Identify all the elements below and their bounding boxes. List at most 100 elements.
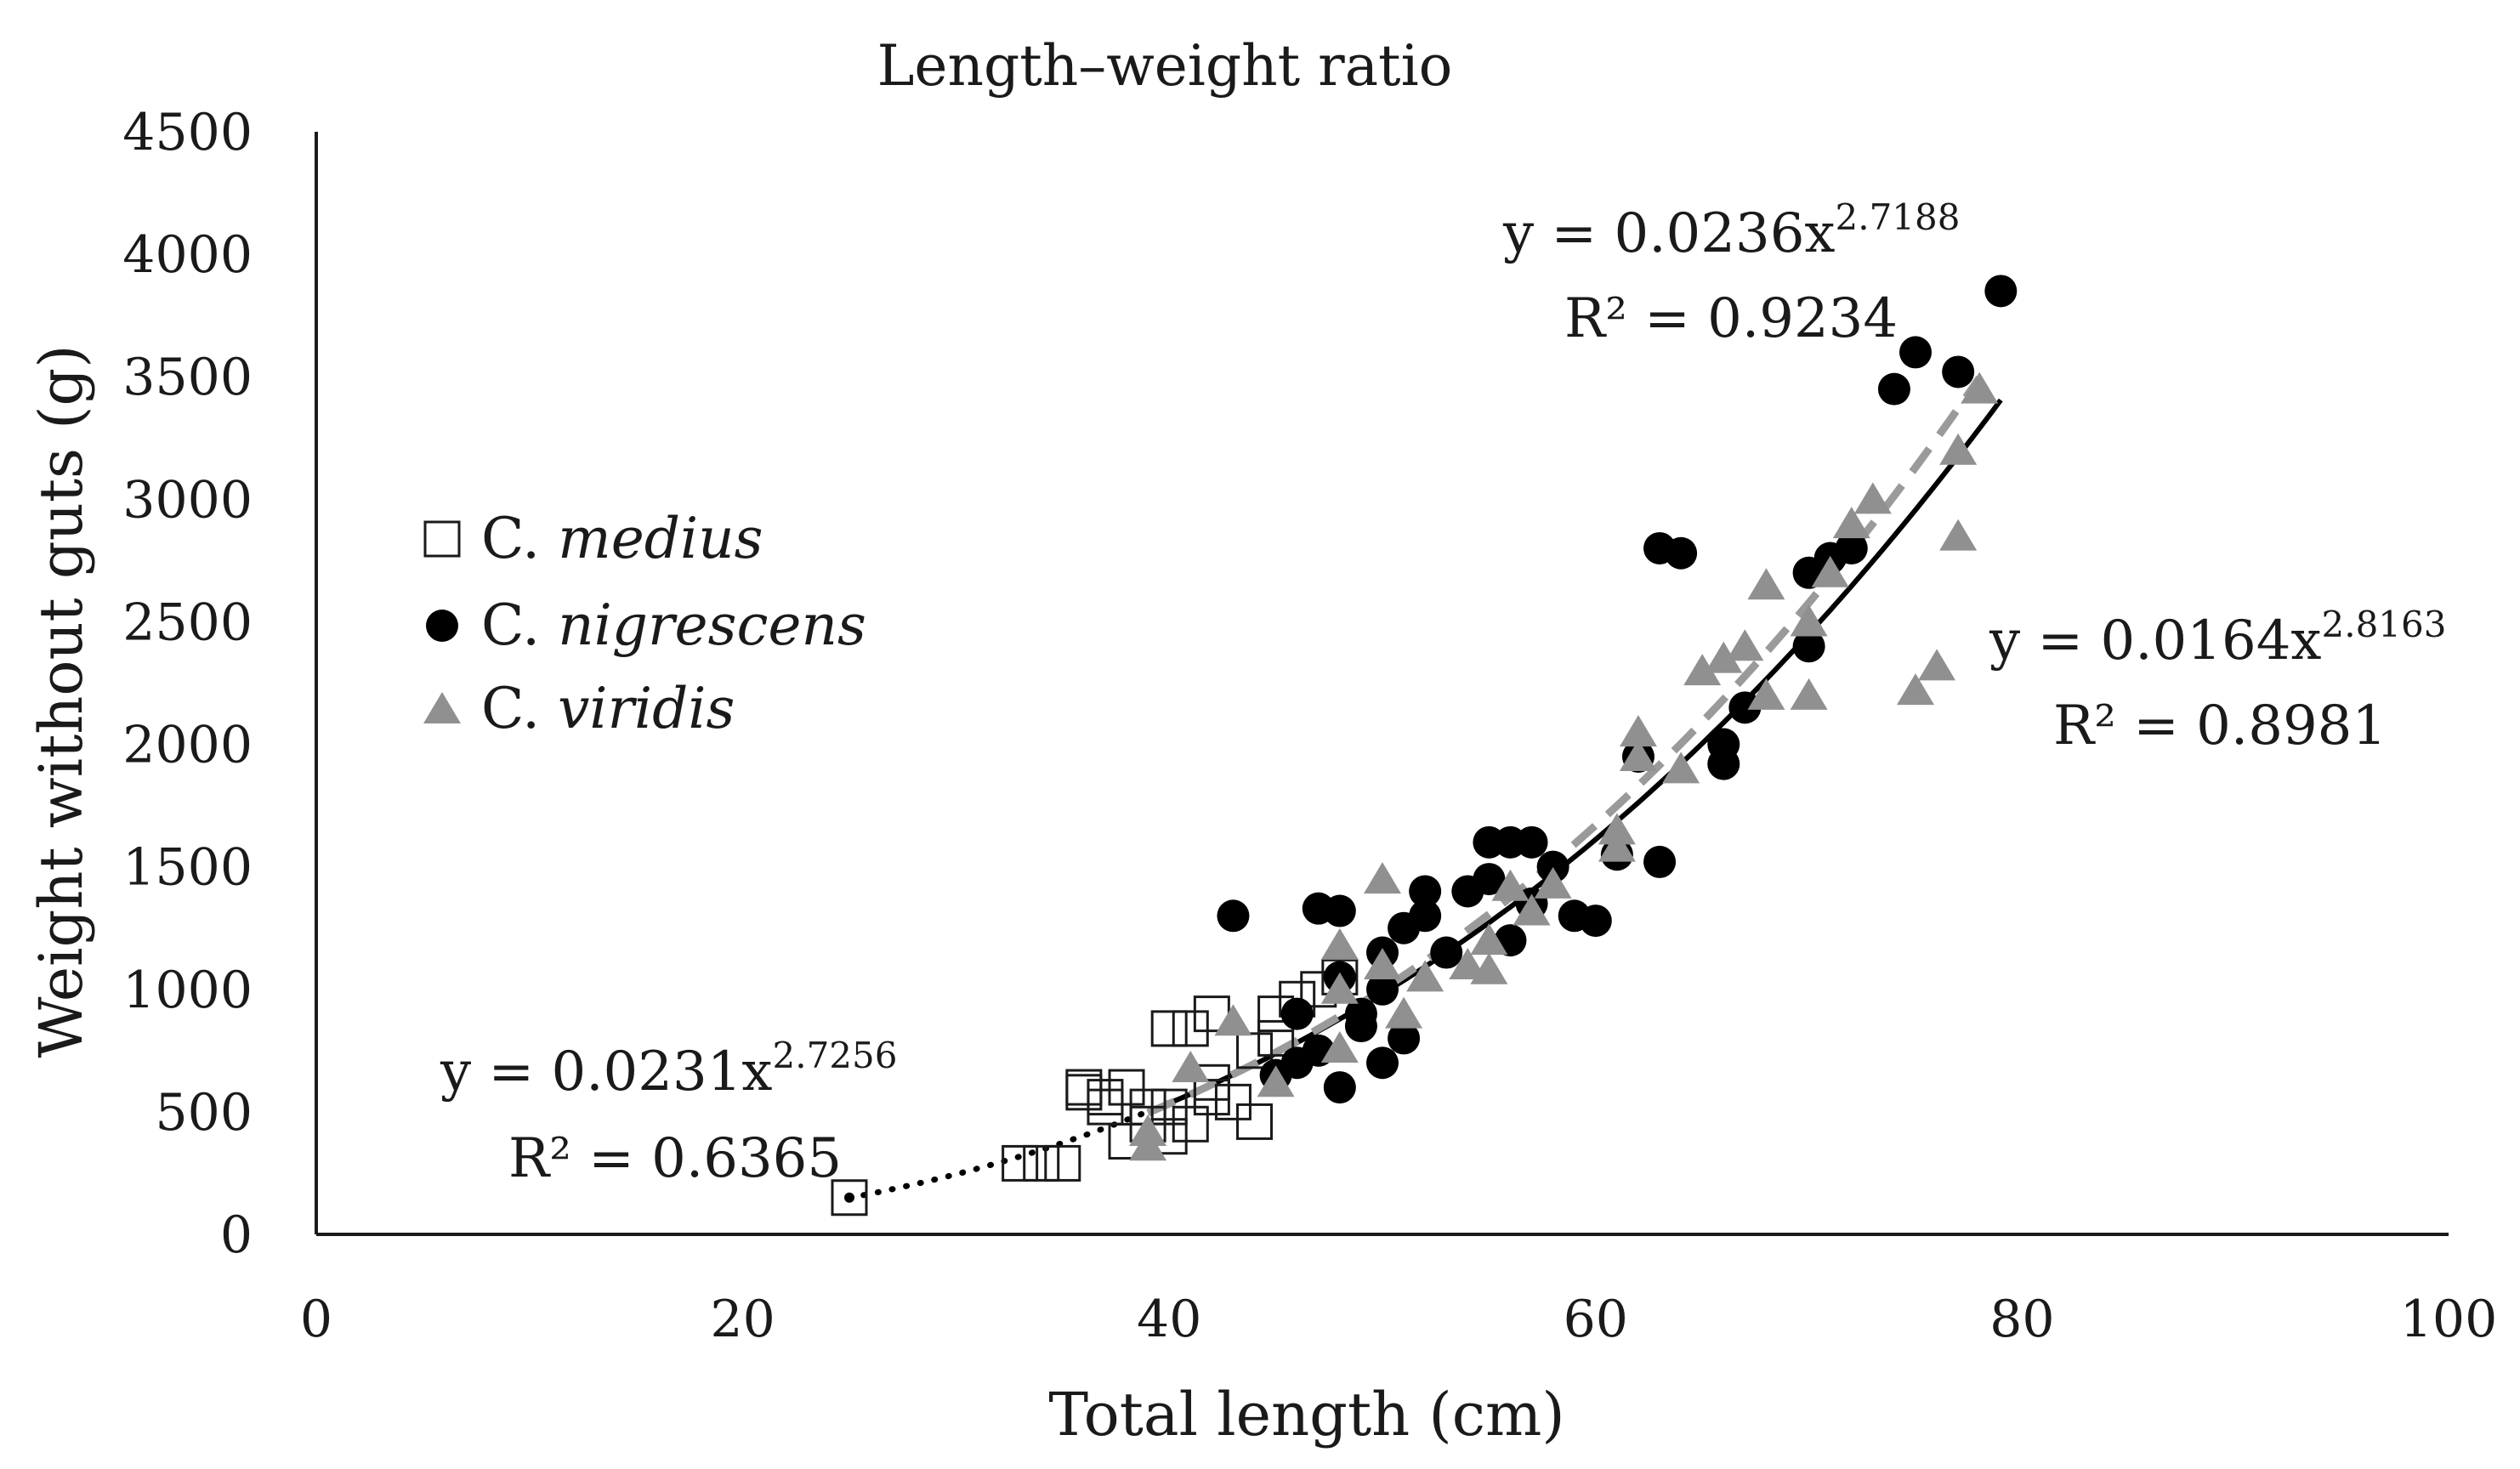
nigrescens-point xyxy=(1473,863,1506,896)
nigrescens-point xyxy=(1409,875,1442,908)
medius-point xyxy=(1236,1032,1274,1069)
viridis-point xyxy=(1320,927,1359,960)
nigrescens-point xyxy=(1899,336,1932,369)
y-tick-label: 4500 xyxy=(122,103,253,162)
equation-viridis: y = 0.0164x2.8163 xyxy=(1989,604,2446,672)
nigrescens-point xyxy=(1323,1071,1356,1104)
nigrescens-point xyxy=(1835,531,1868,564)
viridis-point xyxy=(1257,1065,1295,1097)
nigrescens-point xyxy=(1388,1022,1421,1055)
viridis-point xyxy=(1129,1114,1167,1146)
trendline-equations: y = 0.0231x2.7256 R² = 0.6365 y = 0.0236x2… xyxy=(440,196,2446,1190)
y-tick-label: 4000 xyxy=(122,225,253,285)
legend: C. medius C. nigrescens C. viridis xyxy=(423,506,866,741)
viridis-point xyxy=(1619,739,1657,771)
nigrescens-point xyxy=(1344,1010,1377,1043)
viridis-point xyxy=(1470,952,1508,984)
viridis-point xyxy=(1513,893,1551,926)
y-tick-label: 3000 xyxy=(122,470,253,530)
viridis-point xyxy=(1811,555,1849,587)
nigrescens-point xyxy=(1579,905,1612,938)
nigrescens-point xyxy=(1643,845,1677,878)
legend-marker-viridis xyxy=(423,692,461,723)
viridis-point xyxy=(1534,866,1572,899)
nigrescens-point xyxy=(1792,630,1825,663)
viridis-point xyxy=(1598,830,1636,862)
r-squared-nigrescens: R² = 0.9234 xyxy=(1564,287,1898,350)
nigrescens-point xyxy=(1877,372,1910,406)
viridis-point xyxy=(1470,923,1508,956)
x-tick-labels: 0 20 40 60 80 100 xyxy=(300,1290,2497,1349)
nigrescens-point xyxy=(1942,355,1975,389)
y-tick-label: 500 xyxy=(155,1083,253,1143)
trendline-viridis xyxy=(1146,375,1983,1117)
legend-marker-medius xyxy=(423,520,461,558)
viridis-point xyxy=(1406,960,1444,992)
nigrescens-point xyxy=(1217,899,1250,933)
medius-point-center-dot xyxy=(844,1192,854,1203)
nigrescens-point xyxy=(1323,894,1356,927)
trendlines xyxy=(846,375,2003,1201)
nigrescens-point xyxy=(1409,899,1442,933)
x-tick-label: 100 xyxy=(2400,1290,2498,1349)
viridis-point xyxy=(1662,752,1700,784)
legend-label-viridis: C. viridis xyxy=(481,676,735,741)
viridis-point xyxy=(1897,673,1934,706)
x-tick-label: 60 xyxy=(1564,1290,1628,1349)
r-squared-medius: R² = 0.6365 xyxy=(508,1127,842,1190)
nigrescens-point xyxy=(1366,973,1399,1006)
viridis-point xyxy=(1939,433,1978,465)
medius-point xyxy=(1087,1088,1124,1126)
viridis-point xyxy=(1853,482,1892,514)
medius-point xyxy=(1172,1010,1209,1047)
equation-nigrescens: y = 0.0236x2.7188 xyxy=(1502,196,1960,265)
y-tick-label: 0 xyxy=(220,1205,253,1265)
axes xyxy=(315,132,2449,1236)
x-tick-label: 20 xyxy=(710,1290,775,1349)
viridis-point xyxy=(1726,629,1764,661)
medius-point xyxy=(1193,1063,1230,1101)
x-tick-label: 80 xyxy=(1989,1290,2054,1349)
viridis-point xyxy=(1598,813,1636,845)
nigrescens-point xyxy=(1515,825,1548,859)
medius-point xyxy=(1044,1144,1081,1182)
viridis-point xyxy=(1747,568,1785,600)
viridis-point xyxy=(1832,507,1870,539)
viridis-point xyxy=(1939,519,1978,551)
medius-point xyxy=(831,1179,868,1217)
legend-marker-nigrescens xyxy=(426,610,458,642)
viridis-point xyxy=(1364,947,1401,979)
data-points xyxy=(831,275,2018,1217)
nigrescens-point xyxy=(1728,691,1762,724)
y-axis-label: Weight without guts (g) xyxy=(26,344,96,1058)
viridis-point xyxy=(1364,862,1401,894)
viridis-point xyxy=(1320,972,1359,1004)
y-tick-label: 2500 xyxy=(122,593,253,652)
viridis-point xyxy=(1320,1030,1359,1063)
nigrescens-point xyxy=(1707,728,1740,761)
x-axis-label: Total length (cm) xyxy=(1048,1380,1564,1449)
medius-point xyxy=(1236,1103,1274,1140)
viridis-point xyxy=(1747,678,1785,710)
viridis-point xyxy=(1683,654,1722,686)
viridis-point xyxy=(1790,678,1828,710)
medius-point xyxy=(1002,1144,1039,1182)
medius-point xyxy=(1214,1083,1251,1120)
nigrescens-point xyxy=(1366,1046,1399,1080)
viridis-point xyxy=(1619,715,1657,747)
x-tick-label: 40 xyxy=(1137,1290,1201,1349)
viridis-point xyxy=(1961,372,1999,404)
viridis-point xyxy=(1491,869,1530,901)
x-tick-label: 0 xyxy=(300,1290,332,1349)
viridis-point xyxy=(1385,996,1423,1029)
nigrescens-point xyxy=(1984,275,2018,308)
viridis-point xyxy=(1449,947,1487,979)
legend-label-nigrescens: C. nigrescens xyxy=(481,593,866,658)
y-tick-label: 1000 xyxy=(122,961,253,1020)
y-tick-label: 2000 xyxy=(122,716,253,775)
medius-point xyxy=(1172,1105,1209,1143)
viridis-point xyxy=(1172,1051,1210,1083)
equation-medius: y = 0.0231x2.7256 xyxy=(440,1035,897,1103)
medius-point xyxy=(1065,1074,1103,1111)
